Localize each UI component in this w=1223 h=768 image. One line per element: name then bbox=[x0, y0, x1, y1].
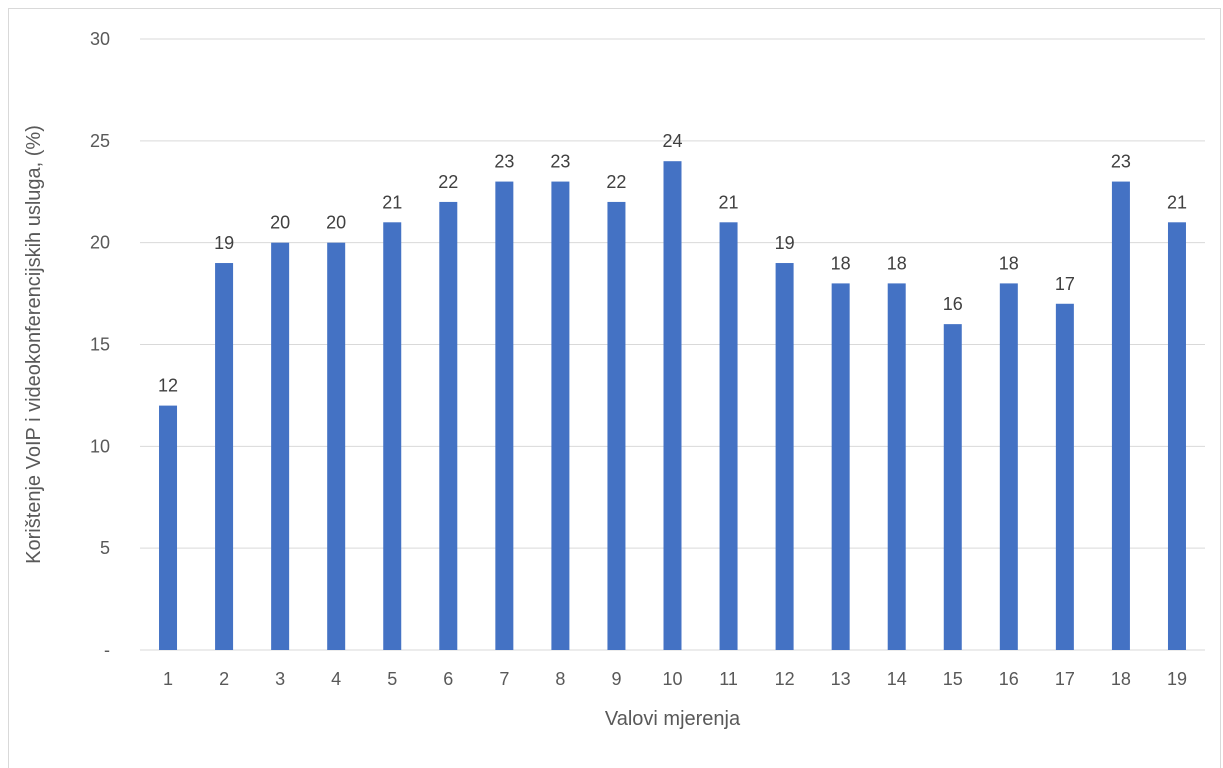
y-tick-label: 10 bbox=[90, 436, 110, 456]
data-label: 19 bbox=[214, 233, 234, 253]
data-label: 22 bbox=[438, 172, 458, 192]
x-tick-label: 15 bbox=[943, 669, 963, 689]
y-tick-label: 25 bbox=[90, 131, 110, 151]
bar bbox=[775, 263, 794, 650]
x-tick-label: 3 bbox=[275, 669, 285, 689]
bar bbox=[1167, 222, 1186, 651]
data-label: 18 bbox=[831, 253, 851, 273]
x-tick-label: 14 bbox=[887, 669, 907, 689]
bars bbox=[159, 161, 1186, 651]
bar bbox=[439, 201, 458, 650]
x-tick-label: 18 bbox=[1111, 669, 1131, 689]
x-tick-label: 7 bbox=[499, 669, 509, 689]
data-label: 12 bbox=[158, 376, 178, 396]
data-labels: 12 19 20 20 21 22 23 23 22 24 21 19 18 18 16 18 17 23 21 bbox=[158, 131, 1187, 395]
bar bbox=[159, 405, 178, 650]
data-label: 20 bbox=[270, 213, 290, 233]
bar bbox=[887, 283, 906, 650]
bar bbox=[943, 324, 962, 650]
x-tick-label: 11 bbox=[719, 669, 738, 689]
x-tick-label: 6 bbox=[443, 669, 453, 689]
chart-frame bbox=[8, 8, 1221, 768]
y-tick-label: 30 bbox=[90, 29, 110, 49]
bar bbox=[495, 181, 514, 651]
data-label: 21 bbox=[382, 192, 402, 212]
x-tick-label: 13 bbox=[831, 669, 851, 689]
y-tick-label: 15 bbox=[90, 335, 110, 355]
x-tick-label: 10 bbox=[662, 669, 682, 689]
data-label: 21 bbox=[1167, 192, 1187, 212]
x-tick-label: 12 bbox=[775, 669, 795, 689]
data-label: 24 bbox=[662, 131, 682, 151]
data-label: 17 bbox=[1055, 274, 1075, 294]
bar bbox=[327, 242, 346, 650]
bar bbox=[1055, 303, 1074, 650]
data-label: 23 bbox=[550, 152, 570, 172]
data-label: 16 bbox=[943, 294, 963, 314]
x-tick-label: 19 bbox=[1167, 669, 1187, 689]
bar bbox=[999, 283, 1018, 650]
bar bbox=[607, 201, 626, 650]
bar bbox=[663, 161, 682, 650]
y-tick-label: - bbox=[104, 640, 110, 660]
x-tick-label: 16 bbox=[999, 669, 1019, 689]
x-axis-title: Valovi mjerenja bbox=[605, 708, 741, 730]
y-tick-label: 5 bbox=[100, 538, 110, 558]
bar bbox=[719, 222, 738, 651]
x-axis-ticks: 1 2 3 4 5 6 7 8 9 10 11 12 13 14 15 16 17 18 19 bbox=[163, 669, 1187, 689]
data-label: 19 bbox=[775, 233, 795, 253]
x-tick-label: 17 bbox=[1055, 669, 1075, 689]
x-tick-label: 9 bbox=[611, 669, 621, 689]
data-label: 20 bbox=[326, 213, 346, 233]
data-label: 23 bbox=[494, 152, 514, 172]
x-tick-label: 4 bbox=[331, 669, 341, 689]
bar bbox=[271, 242, 290, 650]
x-tick-label: 5 bbox=[387, 669, 397, 689]
bar bbox=[551, 181, 570, 651]
x-tick-label: 8 bbox=[555, 669, 565, 689]
data-label: 21 bbox=[719, 192, 739, 212]
data-label: 23 bbox=[1111, 152, 1131, 172]
data-label: 18 bbox=[999, 253, 1019, 273]
y-axis-ticks: - 5 10 15 20 25 30 bbox=[90, 29, 110, 660]
bar bbox=[215, 263, 234, 650]
x-tick-label: 2 bbox=[219, 669, 229, 689]
x-tick-label: 1 bbox=[163, 669, 173, 689]
y-axis-title: Korištenje VoIP i videokonferencijskih u… bbox=[23, 125, 45, 564]
bar bbox=[383, 222, 402, 651]
bar bbox=[831, 283, 850, 650]
data-label: 22 bbox=[606, 172, 626, 192]
data-label: 18 bbox=[887, 253, 907, 273]
y-tick-label: 20 bbox=[90, 233, 110, 253]
bar bbox=[1111, 181, 1130, 651]
